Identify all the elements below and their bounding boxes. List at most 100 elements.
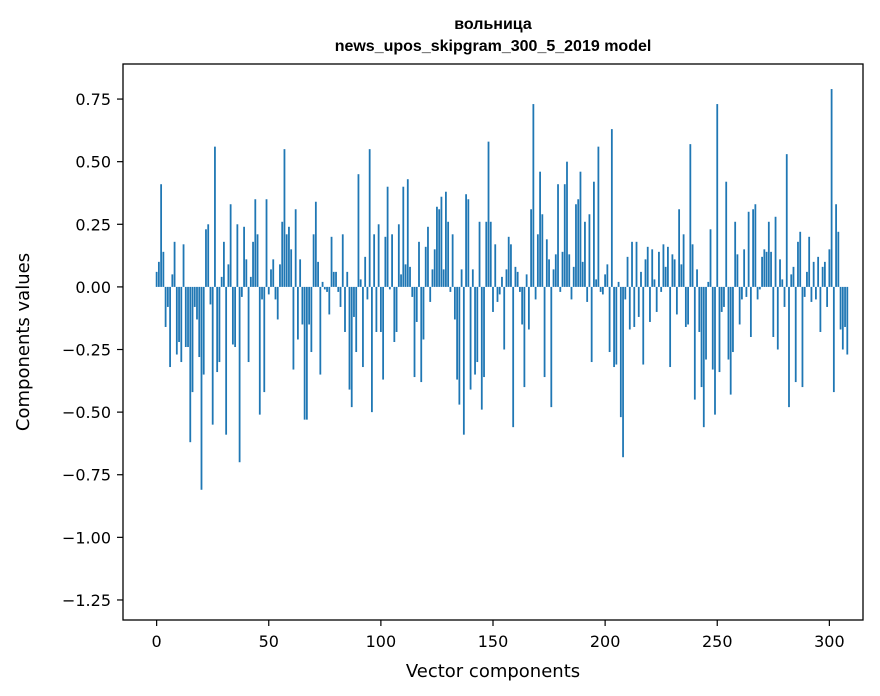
bar-244	[702, 286, 705, 428]
bar-248	[711, 286, 714, 370]
bar-109	[400, 274, 402, 287]
bar-269	[758, 286, 761, 290]
bar-60	[290, 249, 293, 287]
bar-260	[738, 286, 741, 325]
bar-205	[615, 286, 618, 365]
bar-258	[734, 221, 737, 287]
x-tick-label: 250	[702, 632, 733, 651]
bar-118	[420, 286, 423, 383]
x-axis-label: Vector components	[406, 661, 580, 682]
bar-187	[575, 204, 577, 287]
bar-114	[411, 286, 414, 297]
bar-29	[220, 276, 223, 287]
bar-219	[646, 246, 649, 287]
x-axis-ticks: 0 50 100 150 200 250 300	[152, 620, 845, 651]
bar-208	[622, 286, 624, 458]
bar-200	[604, 274, 607, 287]
bar-121	[427, 226, 429, 287]
bar-245	[705, 286, 707, 360]
bar-191	[584, 221, 586, 287]
bar-67	[305, 286, 308, 420]
bar-73	[319, 286, 322, 375]
bar-199	[601, 286, 604, 295]
bar-253	[723, 286, 725, 307]
bar-156	[505, 269, 508, 287]
bar-68	[308, 286, 311, 325]
bar-207	[619, 286, 622, 418]
bar-172	[541, 214, 544, 287]
bar-308	[846, 286, 849, 355]
x-tick-label: 0	[152, 632, 162, 651]
bar-42	[249, 276, 252, 287]
bar-227	[664, 266, 667, 287]
bar-16	[191, 286, 194, 393]
bar-28	[218, 286, 221, 363]
bar-136	[460, 269, 463, 287]
bar-295	[817, 256, 820, 287]
bar-285	[794, 286, 797, 383]
bar-243	[700, 286, 703, 388]
bar-215	[637, 286, 640, 317]
bar-125	[436, 206, 438, 287]
bar-131	[449, 286, 452, 292]
bar-103	[386, 186, 389, 287]
bar-202	[608, 286, 611, 353]
bar-298	[823, 261, 826, 287]
bar-112	[406, 179, 409, 287]
bar-157	[507, 236, 510, 287]
bar-54	[276, 286, 279, 320]
bar-247	[709, 229, 712, 287]
bar-289	[803, 286, 806, 297]
bar-31	[225, 286, 228, 435]
bar-1	[157, 261, 160, 287]
bar-44	[254, 199, 257, 287]
bar-22	[205, 229, 207, 287]
bar-137	[462, 286, 465, 435]
bar-299	[826, 286, 829, 307]
bar-124	[433, 249, 436, 287]
bar-59	[288, 226, 290, 287]
bar-86	[348, 286, 351, 390]
bar-30	[223, 241, 225, 287]
bar-93	[364, 256, 367, 287]
bar-276	[774, 216, 777, 287]
bar-89	[355, 286, 358, 353]
bar-282	[788, 286, 790, 408]
bar-26	[214, 146, 216, 287]
bar-99	[377, 224, 380, 287]
bar-185	[570, 286, 573, 300]
bar-181	[561, 251, 564, 287]
bar-302	[832, 286, 835, 393]
bar-83	[341, 234, 344, 287]
bar-13	[184, 286, 187, 348]
bar-195	[593, 181, 595, 287]
bar-198	[599, 286, 602, 292]
bar-167	[530, 209, 533, 287]
bar-128	[442, 269, 445, 287]
bar-152	[496, 286, 499, 302]
bar-267	[754, 204, 757, 287]
bar-40	[245, 259, 248, 287]
bar-196	[595, 279, 598, 287]
bar-288	[801, 286, 804, 388]
bar-82	[339, 286, 342, 307]
bar-88	[353, 286, 355, 317]
bar-262	[743, 249, 746, 287]
bar-12	[182, 244, 185, 287]
bar-129	[445, 191, 447, 287]
bar-45	[256, 234, 259, 287]
bar-214	[635, 241, 638, 287]
bar-178	[554, 254, 557, 287]
bar-153	[498, 286, 501, 295]
bar-119	[422, 286, 425, 340]
bar-106	[393, 286, 396, 342]
bar-84	[344, 286, 346, 332]
bar-113	[409, 266, 411, 287]
bar-122	[429, 286, 432, 302]
bar-37	[238, 286, 241, 463]
bar-98	[375, 286, 378, 332]
bar-46	[258, 286, 261, 415]
bar-168	[532, 104, 535, 287]
bar-164	[523, 286, 526, 388]
x-tick-label: 100	[366, 632, 397, 651]
